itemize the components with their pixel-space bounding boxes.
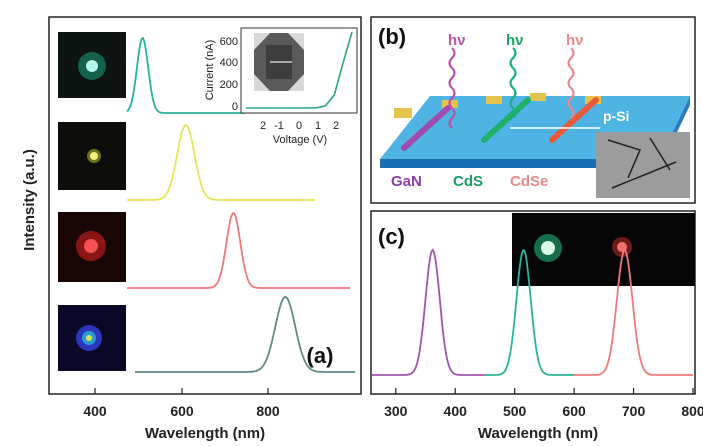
spectrum-a-1 [126, 37, 245, 114]
iv-xtick-1: 2 [260, 120, 266, 132]
iv-ytick-0: 0 [232, 101, 238, 113]
panel-c-xtick-800: 800 [681, 403, 703, 419]
nanowire-gan [401, 105, 451, 151]
thumb-yellow [58, 122, 126, 190]
electrode-4 [530, 93, 546, 101]
panel-b-label: (b) [378, 24, 406, 49]
sem-image [596, 132, 690, 198]
nanowire-cdse [549, 97, 599, 143]
thumb-blue [58, 305, 126, 371]
iv-ytick-200: 200 [220, 79, 238, 91]
material-cdse: CdSe [510, 173, 548, 190]
panel-c-xtick-600: 600 [562, 403, 586, 419]
electrode-3 [486, 96, 502, 104]
panel-a-label: (a) [307, 343, 334, 368]
thumb-green [58, 32, 126, 98]
panel-a-xtick-600: 600 [170, 403, 194, 419]
iv-xtick-3: 0 [296, 120, 302, 132]
panel-c-xtick-700: 700 [622, 403, 646, 419]
photon-label-gan: hν [448, 32, 466, 49]
panel-c-xtick-500: 500 [503, 403, 527, 419]
substrate-side [380, 159, 660, 168]
panel-c-xtick-300: 300 [384, 403, 408, 419]
iv-ytick-600: 600 [220, 36, 238, 48]
panel-a-xlabel: Wavelength (nm) [145, 425, 265, 442]
electrode-1 [394, 108, 412, 118]
photon-cds [509, 47, 517, 119]
spectrum-c-2 [484, 249, 575, 376]
spectrum-c-3 [574, 249, 693, 376]
iv-ytick-400: 400 [220, 57, 238, 69]
panel-a-xticks [94, 388, 269, 394]
panel-c-label: (c) [378, 224, 405, 249]
photon-label-cdse: hν [566, 32, 584, 49]
panel-a-ylabel: Intensity (a.u.) [21, 149, 38, 251]
iv-xtick-4: 1 [315, 120, 321, 132]
spectrum-c-1 [372, 248, 485, 376]
panel-c: (c) 300 400 500 600 700 800 Wavelength (nm) [370, 210, 703, 442]
iv-inset: 600 400 200 0 Current (nA) 2 -1 0 1 2 Vo… [204, 27, 358, 146]
nanowire-cds [481, 97, 531, 143]
photon-label-cds: hν [506, 32, 524, 49]
panel-c-xtick-400: 400 [444, 403, 468, 419]
substrate-label: p-Si [603, 108, 629, 124]
iv-ylabel: Current (nA) [204, 40, 216, 101]
iv-xtick-2: -1 [274, 120, 284, 132]
panel-a-xtick-400: 400 [83, 403, 107, 419]
panel-c-xlabel: Wavelength (nm) [478, 425, 598, 442]
panel-a-xtick-800: 800 [256, 403, 280, 419]
panel-c-xticks: 300 400 500 600 700 800 [384, 388, 703, 419]
thumb-red [58, 212, 126, 282]
photon-gan [448, 47, 456, 129]
spectrum-a-4 [135, 296, 355, 373]
spectrum-a-3 [127, 212, 350, 289]
panel-a-spectra [126, 37, 355, 373]
iv-device-image [254, 33, 304, 91]
iv-xtick-5: 2 [333, 120, 339, 132]
material-gan: GaN [391, 173, 422, 190]
panel-c-spectra [372, 248, 693, 376]
iv-curve [246, 31, 353, 109]
panel-b: hν hν hν p-Si GaN CdS CdSe (b) [370, 16, 696, 204]
emission-image [512, 213, 695, 286]
panel-a: 600 400 200 0 Current (nA) 2 -1 0 1 2 Vo… [21, 16, 362, 442]
spectrum-a-2 [127, 124, 315, 201]
iv-xlabel: Voltage (V) [273, 134, 327, 146]
photon-cdse [567, 47, 575, 119]
material-cds: CdS [453, 173, 483, 190]
